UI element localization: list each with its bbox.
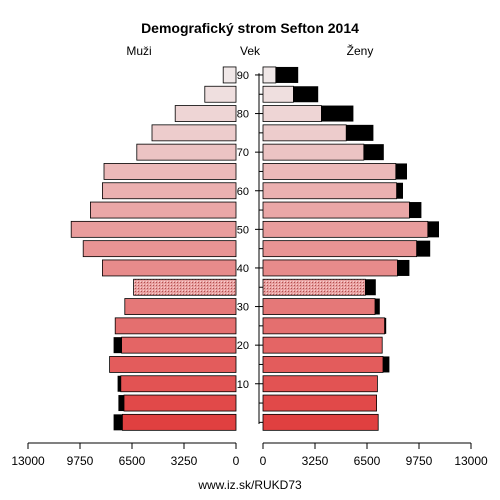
male-bar-55-59 [90, 201, 237, 219]
age-tick-label-70: 70 [237, 147, 249, 159]
male-bar-85-89 [204, 85, 237, 103]
male-x-tick-label-13000: 13000 [11, 454, 45, 468]
female-bar-65-69 [262, 163, 397, 180]
female-excess-bar-35-39 [365, 279, 376, 296]
male-excess-bar-20-24 [113, 337, 122, 354]
female-bar-55-59 [262, 201, 410, 219]
age-tick-label-80: 80 [237, 109, 249, 121]
chart-title: Demografický strom Sefton 2014 [141, 20, 359, 36]
female-x-tick-label-13000: 13000 [454, 454, 488, 468]
age-tick-label-40: 40 [237, 263, 249, 275]
female-bar-75-79 [262, 124, 347, 142]
male-bar-40-44 [102, 259, 237, 277]
male-bar-10-14 [120, 375, 237, 393]
female-bar-35-39 [262, 278, 366, 296]
female-excess-bar-25-29 [384, 317, 387, 334]
male-bar-50-54 [70, 220, 237, 238]
female-excess-bar-75-79 [346, 124, 374, 141]
female-bar-40-44 [262, 259, 398, 277]
female-bar-5-9 [262, 394, 377, 412]
male-bar-70-74 [136, 143, 237, 161]
female-x-tick-label-6500: 6500 [354, 454, 381, 468]
male-bar-75-79 [151, 124, 237, 142]
male-bar-45-49 [82, 240, 237, 258]
female-x-tick-label-3250: 3250 [302, 454, 329, 468]
age-tick-label-20: 20 [237, 340, 249, 352]
footer-url: www.iz.sk/RUKD73 [197, 478, 302, 492]
male-bar-80-84 [174, 105, 237, 122]
male-excess-bar-0-4 [113, 414, 123, 431]
female-bar-10-14 [262, 375, 378, 393]
female-x-tick-label-9750: 9750 [406, 454, 433, 468]
age-tick-label-90: 90 [237, 70, 249, 82]
female-excess-bar-70-74 [363, 144, 384, 161]
female-bar-80-84 [262, 105, 322, 122]
men-label: Muži [126, 44, 151, 58]
male-x-tick-label-9750: 9750 [67, 454, 94, 468]
female-bar-60-64 [262, 182, 398, 200]
male-bar-15-19 [109, 356, 237, 373]
male-bar-0-4 [122, 413, 237, 431]
male-x-tick-label-0: 0 [233, 454, 240, 468]
male-bar-65-69 [103, 163, 237, 180]
age-tick-label-50: 50 [237, 224, 249, 236]
female-excess-bar-40-44 [397, 259, 410, 276]
female-bar-50-54 [262, 220, 429, 238]
female-bar-25-29 [262, 317, 385, 335]
male-x-tick-label-3250: 3250 [171, 454, 198, 468]
female-bar-20-24 [262, 336, 383, 354]
female-excess-bar-80-84 [321, 105, 354, 122]
male-excess-bar-10-14 [117, 375, 121, 392]
female-bar-15-19 [262, 356, 384, 373]
female-excess-bar-55-59 [409, 202, 422, 219]
female-excess-bar-65-69 [395, 163, 407, 180]
male-bar-5-9 [123, 394, 237, 412]
age-tick-label-30: 30 [237, 302, 249, 314]
male-bar-60-64 [102, 182, 237, 200]
male-bar-35-39 [133, 278, 237, 296]
age-tick-label-60: 60 [237, 186, 249, 198]
age-tick-label-10: 10 [237, 379, 249, 391]
male-bar-25-29 [114, 317, 237, 335]
female-bar-70-74 [262, 143, 365, 161]
female-excess-bar-45-49 [416, 240, 431, 257]
female-excess-bar-60-64 [396, 182, 403, 199]
female-bar-85-89 [262, 85, 294, 103]
female-excess-bar-90+ [275, 66, 299, 83]
female-excess-bar-30-34 [375, 298, 380, 315]
male-excess-bar-5-9 [118, 395, 124, 412]
male-bar-90+ [222, 66, 237, 84]
women-label: Ženy [347, 43, 374, 58]
female-bar-90+ [262, 66, 277, 84]
age-label: Vek [240, 44, 261, 58]
female-excess-bar-15-19 [383, 356, 390, 373]
female-excess-bar-85-89 [293, 86, 319, 103]
female-excess-bar-50-54 [427, 221, 439, 238]
female-bar-45-49 [262, 240, 418, 258]
male-bar-30-34 [124, 298, 237, 315]
female-x-tick-label-0: 0 [260, 454, 267, 468]
female-bar-30-34 [262, 298, 376, 315]
female-bar-0-4 [262, 413, 379, 431]
male-x-tick-label-6500: 6500 [119, 454, 146, 468]
male-bar-20-24 [121, 336, 237, 354]
